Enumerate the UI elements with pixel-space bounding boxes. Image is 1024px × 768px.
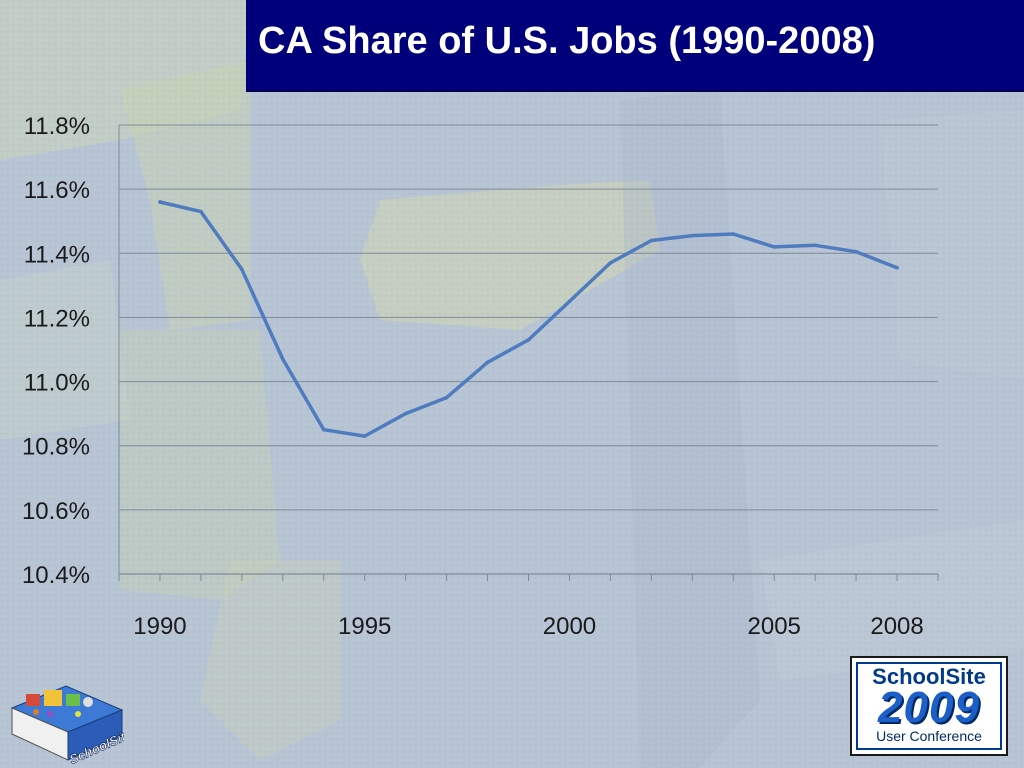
data-point: [690, 233, 695, 238]
y-tick-label: 11.4%: [24, 241, 90, 268]
title-bar: CA Share of U.S. Jobs (1990-2008): [246, 0, 1024, 92]
data-point: [526, 338, 531, 342]
data-point: [321, 427, 326, 432]
y-tick-label: 11.8%: [24, 113, 90, 140]
x-tick-label: 2000: [543, 613, 596, 640]
x-tick-label: 2008: [870, 613, 923, 640]
x-tick-label: 2005: [748, 613, 801, 640]
grid-lines: [119, 124, 938, 575]
data-point: [854, 249, 858, 254]
data-point: [485, 360, 490, 365]
badge-subtitle: User Conference: [876, 728, 982, 744]
data-point: [895, 265, 899, 270]
slide-title: CA Share of U.S. Jobs (1990-2008): [258, 20, 876, 62]
data-point: [731, 232, 736, 236]
badge-title: SchoolSite: [872, 664, 986, 689]
series-line: [158, 200, 899, 438]
data-point: [199, 209, 203, 214]
data-point: [281, 357, 285, 361]
y-tick-label: 11.6%: [24, 177, 90, 204]
y-tick-label: 11.0%: [24, 370, 90, 397]
y-tick-labels: 10.4% 10.6% 10.8% 11.0% 11.2% 11.4% 11.6% 11.8%: [22, 113, 90, 589]
x-tick-label: 1990: [133, 613, 186, 640]
badge-year: 2009: [878, 683, 980, 732]
building-icon: [26, 694, 40, 706]
axes: [118, 125, 939, 581]
x-tick-labels: 1990 1995 2000 2005 2008: [133, 613, 923, 640]
data-point: [567, 299, 572, 304]
conference-badge: SchoolSite 2009 User Conference: [850, 656, 1008, 756]
schoolsite-logo: SchoolSite: [10, 685, 124, 764]
y-tick-label: 10.6%: [22, 498, 90, 525]
y-tick-label: 10.4%: [22, 562, 90, 589]
data-point: [158, 200, 162, 204]
data-point: [444, 395, 449, 400]
x-tick-label: 1995: [338, 613, 391, 640]
series: [158, 200, 899, 438]
data-point: [362, 434, 367, 438]
data-point: [240, 267, 244, 272]
y-tick-label: 10.8%: [22, 434, 90, 461]
data-point: [649, 238, 654, 243]
data-point: [772, 245, 776, 249]
data-point: [403, 411, 408, 416]
badge-frame: [856, 662, 1002, 750]
data-point: [813, 243, 817, 248]
y-tick-label: 11.2%: [24, 305, 90, 332]
data-point: [608, 261, 613, 265]
line-chart: 10.4% 10.6% 10.8% 11.0% 11.2% 11.4% 11.6% 11.8%…: [22, 113, 939, 640]
